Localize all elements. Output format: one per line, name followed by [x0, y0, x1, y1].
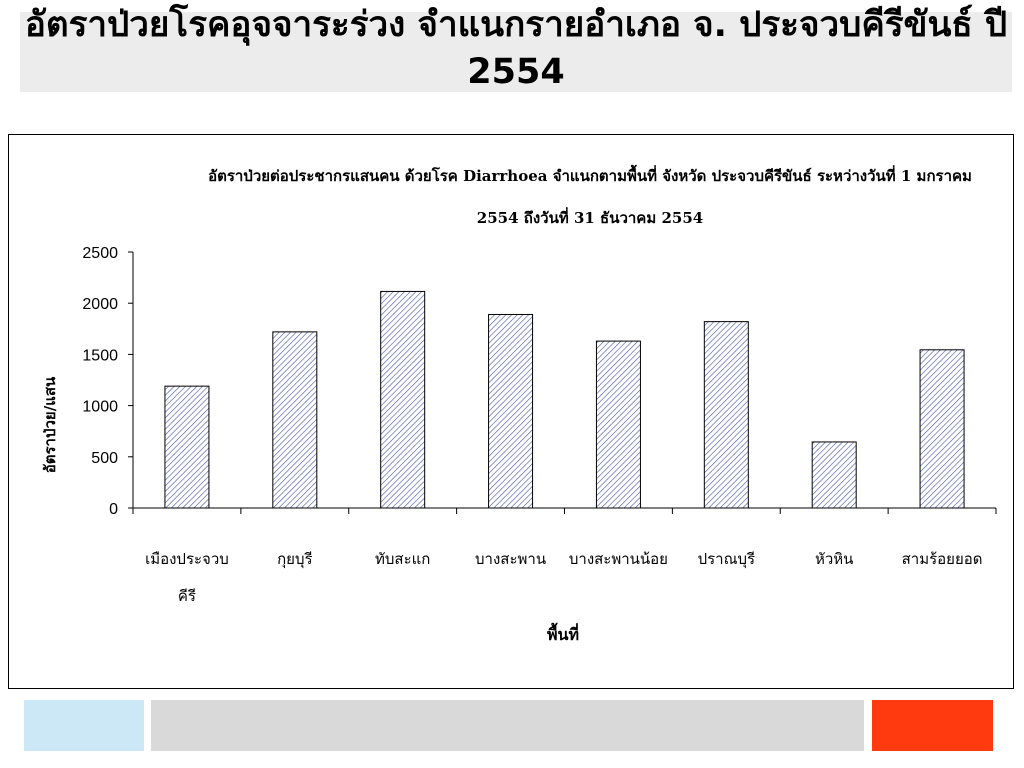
y-tick-label: 1000 [82, 399, 118, 416]
footer-accent-gray [151, 700, 864, 751]
x-tick-label: ทับสะแก [375, 550, 430, 568]
x-tick-label: บางสะพานน้อย [569, 550, 668, 568]
y-tick-label: 0 [109, 501, 118, 518]
y-tick-label: 500 [91, 450, 118, 467]
bar [595, 340, 641, 509]
chart-title: อัตราป่วยต่อประชากรแสนคน ด้วยโรค Diarrho… [208, 167, 972, 227]
bar [164, 385, 210, 509]
footer-accent-blue [24, 700, 144, 751]
x-tick-label: สามร้อยยอด [902, 550, 983, 568]
x-axis-title: พื้นที่ [547, 622, 579, 644]
title-band [20, 12, 1012, 92]
x-tick-label: หัวหิน [815, 550, 853, 568]
footer-accent-red [872, 700, 993, 751]
bar [811, 441, 857, 509]
x-tick-label: กุยบุรี [277, 550, 312, 569]
bar [272, 331, 318, 509]
x-tick-label: คีรี [178, 587, 196, 605]
x-tick-label: เมืองประจวบ [145, 550, 229, 568]
y-axis-title: อัตราป่วย/แสน [41, 376, 59, 473]
slide-title: อัตราป่วยโรคอุจจาระร่วง จำแนกรายอำเภอ จ.… [24, 5, 1008, 92]
bar [919, 349, 965, 509]
bar [380, 290, 426, 509]
x-tick-label: ปราณบุรี [698, 550, 756, 569]
y-tick-label: 2500 [82, 245, 118, 262]
y-tick-label: 1500 [82, 347, 118, 364]
y-tick-label: 2000 [82, 296, 118, 313]
bar [703, 321, 749, 509]
bar [488, 313, 534, 509]
x-tick-label: บางสะพาน [475, 550, 546, 568]
